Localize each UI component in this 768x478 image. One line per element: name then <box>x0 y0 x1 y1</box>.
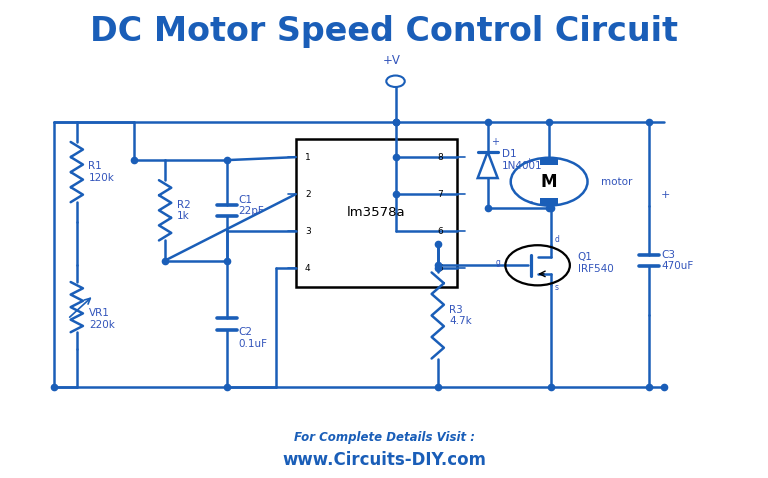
Text: 4: 4 <box>305 264 310 273</box>
Text: C1
22pF: C1 22pF <box>238 195 264 217</box>
Text: 8: 8 <box>438 152 443 162</box>
Text: D1
1N4001: D1 1N4001 <box>502 149 542 171</box>
Text: For Complete Details Visit :: For Complete Details Visit : <box>293 431 475 444</box>
Text: +: + <box>492 137 499 147</box>
Text: 5: 5 <box>438 264 443 273</box>
Text: 1: 1 <box>305 152 310 162</box>
Text: motor: motor <box>601 177 633 186</box>
Text: VR1
220k: VR1 220k <box>89 308 115 330</box>
Bar <box>296 139 457 287</box>
Text: M: M <box>541 173 558 191</box>
Text: d: d <box>554 235 559 244</box>
Text: g: g <box>496 258 501 267</box>
Text: C2
0.1uF: C2 0.1uF <box>238 327 267 349</box>
Text: +: + <box>661 190 670 200</box>
Text: C3
470uF: C3 470uF <box>661 250 694 272</box>
Text: DC Motor Speed Control Circuit: DC Motor Speed Control Circuit <box>90 14 678 48</box>
Text: +: + <box>525 157 532 166</box>
FancyBboxPatch shape <box>540 198 558 206</box>
Text: Q1
IRF540: Q1 IRF540 <box>578 252 614 274</box>
Text: www.Circuits-DIY.com: www.Circuits-DIY.com <box>282 451 486 469</box>
Text: 7: 7 <box>438 190 443 199</box>
FancyBboxPatch shape <box>540 158 558 165</box>
Text: -: - <box>529 197 532 206</box>
Text: R3
4.7k: R3 4.7k <box>449 304 472 326</box>
Text: +V: +V <box>382 54 401 67</box>
Text: R2
1k: R2 1k <box>177 199 190 221</box>
Text: 2: 2 <box>305 190 310 199</box>
Text: s: s <box>554 283 559 292</box>
Text: 6: 6 <box>438 227 443 236</box>
Text: lm3578a: lm3578a <box>347 206 406 219</box>
Text: 3: 3 <box>305 227 310 236</box>
Text: R1
120k: R1 120k <box>88 161 114 183</box>
